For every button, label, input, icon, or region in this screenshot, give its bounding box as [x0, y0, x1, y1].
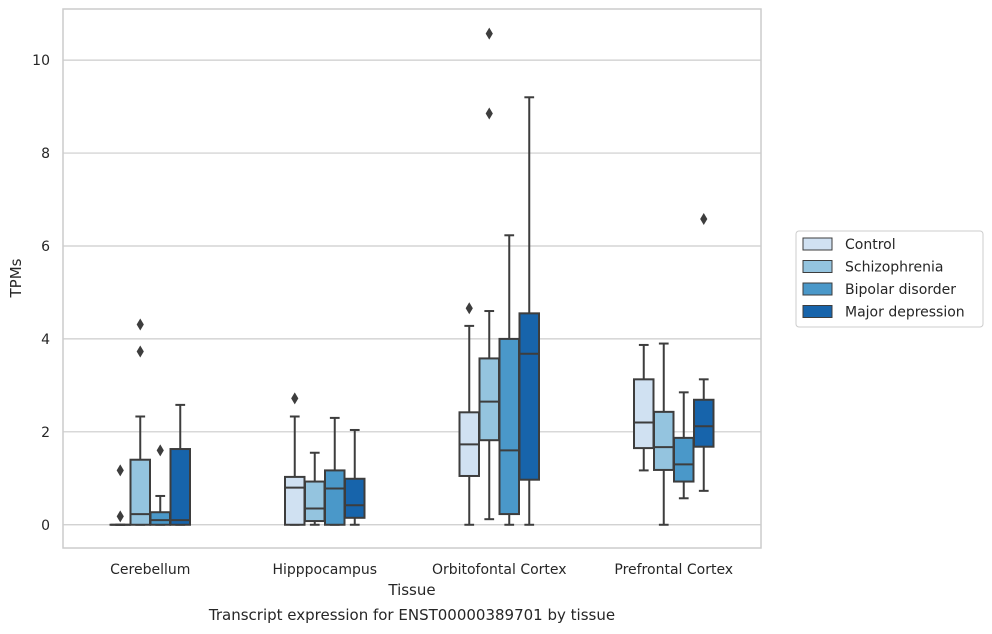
box: [304, 480, 326, 523]
box: [518, 312, 540, 481]
figure-caption: Transcript expression for ENST0000038970…: [208, 606, 616, 624]
outlier-point: [485, 107, 493, 120]
box: [673, 436, 695, 483]
y-tick-label: 6: [41, 239, 50, 255]
x-axis-label: Tissue: [387, 581, 435, 599]
y-tick-label: 10: [32, 53, 50, 69]
y-tick-label: 2: [41, 425, 50, 441]
boxplot: [324, 416, 346, 526]
box: [284, 475, 306, 526]
legend-label: Major depression: [845, 305, 965, 321]
legend-label: Bipolar disorder: [845, 282, 956, 298]
box: [149, 511, 171, 526]
legend-items: Control Schizophrenia Bipolar disorder Majo…: [802, 237, 965, 321]
outlier-point: [700, 213, 708, 226]
y-tick-labels: 0 2 4 6 8 10: [32, 53, 50, 534]
boxplot: [344, 428, 366, 526]
boxplot: [129, 318, 151, 526]
x-tick-label: Cerebellum: [110, 562, 190, 578]
y-tick-label: 8: [41, 146, 50, 162]
x-tick-label: Hipppocampus: [272, 562, 377, 578]
legend-swatch: [802, 305, 833, 318]
box: [344, 477, 366, 519]
boxplot: [693, 213, 715, 492]
box: [498, 337, 520, 516]
boxplot: [284, 392, 306, 526]
outlier-point: [465, 302, 473, 315]
y-tick-label: 0: [41, 518, 50, 534]
outlier-point: [116, 510, 124, 523]
box: [324, 469, 346, 526]
boxplot: [458, 302, 480, 526]
outlier-point: [116, 464, 124, 477]
legend-label: Schizophrenia: [845, 260, 943, 276]
boxplots: [109, 27, 715, 526]
boxplot: [304, 451, 326, 526]
x-tick-label: Prefrontal Cortex: [614, 562, 733, 578]
boxplot: [498, 234, 520, 526]
boxplot: [109, 464, 131, 526]
box: [693, 398, 715, 448]
legend: Control Schizophrenia Bipolar disorder Majo…: [795, 230, 984, 328]
box: [478, 357, 500, 442]
outlier-point: [485, 27, 493, 40]
outlier-point: [291, 392, 299, 405]
boxplot: [478, 27, 500, 521]
legend-swatch: [802, 260, 833, 273]
boxplot: [653, 342, 675, 526]
boxplot: [518, 96, 540, 526]
box: [169, 448, 191, 526]
box: [653, 410, 675, 471]
boxplot: [169, 403, 191, 526]
outlier-point: [136, 345, 144, 358]
outlier-point: [136, 318, 144, 331]
outlier-point: [156, 444, 164, 457]
legend-frame: [795, 230, 984, 328]
y-axis-label: TPMs: [7, 258, 25, 298]
boxplot: [633, 343, 655, 472]
box: [129, 458, 151, 526]
legend-swatch: [802, 237, 833, 251]
plot-frame: [62, 8, 762, 549]
y-tick-label: 4: [41, 332, 50, 348]
boxplot: [149, 444, 171, 526]
box: [633, 378, 655, 450]
boxplot: [673, 391, 695, 500]
x-tick-labels: Cerebellum Hipppocampus Orbitofontal Corte…: [110, 562, 733, 578]
x-tick-label: Orbitofontal Cortex: [432, 562, 567, 578]
legend-label: Control: [845, 237, 896, 253]
legend-swatch: [802, 282, 833, 296]
